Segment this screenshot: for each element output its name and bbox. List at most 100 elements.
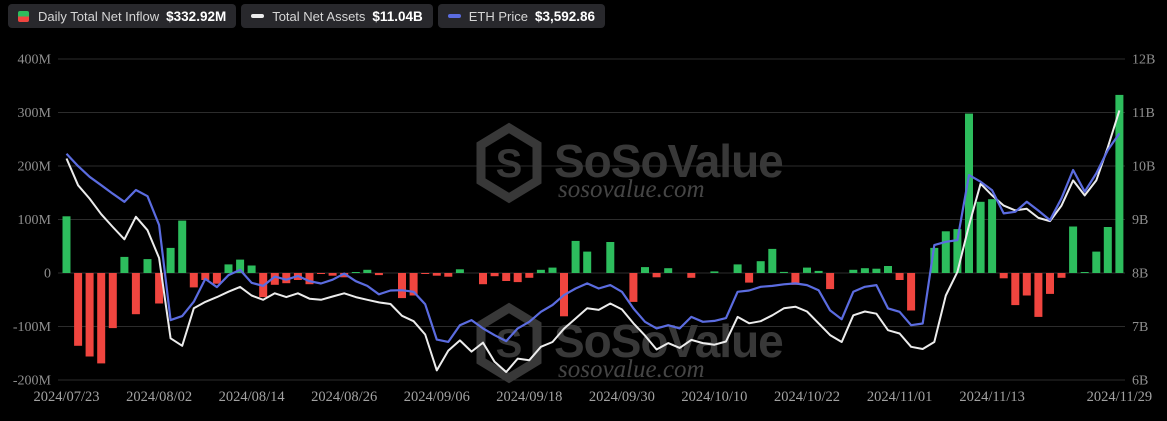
inflow-bar[interactable] xyxy=(305,273,314,285)
x-axis-date-label: 2024/09/06 xyxy=(404,389,470,405)
inflow-bar[interactable] xyxy=(432,273,441,276)
y-axis-label-right: 11B xyxy=(1132,106,1155,121)
inflow-bar[interactable] xyxy=(212,273,221,284)
inflow-bar[interactable] xyxy=(155,273,164,304)
inflow-bar[interactable] xyxy=(143,259,152,273)
inflow-bar[interactable] xyxy=(236,259,245,273)
inflow-bar[interactable] xyxy=(247,265,256,274)
eth-price-line[interactable] xyxy=(65,132,1121,343)
inflow-bar[interactable] xyxy=(965,113,973,273)
inflow-bar[interactable] xyxy=(710,271,719,273)
inflow-bar[interactable] xyxy=(779,271,788,273)
inflow-bar[interactable] xyxy=(421,273,430,274)
inflow-bar[interactable] xyxy=(1115,94,1124,274)
inflow-bar[interactable] xyxy=(791,273,800,285)
y-axis-label-right: 6B xyxy=(1132,374,1148,389)
inflow-bar[interactable] xyxy=(270,273,279,285)
inflow-bar[interactable] xyxy=(1057,273,1066,278)
inflow-bar[interactable] xyxy=(1046,273,1054,294)
inflow-bar[interactable] xyxy=(571,240,580,273)
inflow-bar[interactable] xyxy=(999,273,1008,279)
inflow-bar[interactable] xyxy=(976,201,985,273)
legend-value: $11.04B xyxy=(372,8,423,24)
inflow-bar[interactable] xyxy=(745,273,754,283)
inflow-bar[interactable] xyxy=(1080,272,1089,273)
inflow-bar[interactable] xyxy=(930,247,939,273)
inflow-bar[interactable] xyxy=(814,270,823,273)
inflow-bar[interactable] xyxy=(131,273,140,315)
y-axis-label-left: 200M xyxy=(18,160,52,175)
inflow-bar[interactable] xyxy=(398,273,406,299)
watermark-domain: sosovalue.com xyxy=(558,176,705,203)
inflow-bar[interactable] xyxy=(664,268,673,273)
inflow-bar[interactable] xyxy=(409,273,418,296)
inflow-bar[interactable] xyxy=(455,269,464,273)
inflow-bar[interactable] xyxy=(860,268,869,273)
inflow-bar[interactable] xyxy=(317,273,325,274)
inflow-bar[interactable] xyxy=(120,256,129,273)
inflow-bar[interactable] xyxy=(97,273,106,364)
inflow-bar[interactable] xyxy=(988,199,997,273)
inflow-bar[interactable] xyxy=(201,273,210,280)
inflow-bar[interactable] xyxy=(224,264,233,273)
logo-s-glyph: S xyxy=(496,142,523,186)
inflow-bar[interactable] xyxy=(108,273,117,329)
inflow-bar[interactable] xyxy=(953,229,962,273)
legend-item-daily-net-inflow[interactable]: Daily Total Net Inflow $332.92M xyxy=(8,4,237,28)
inflow-bar[interactable] xyxy=(756,261,765,273)
inflow-bar[interactable] xyxy=(374,273,383,276)
inflow-bar[interactable] xyxy=(629,273,638,302)
watermark-brand: SoSoValue xyxy=(554,315,783,367)
inflow-bar[interactable] xyxy=(907,273,916,311)
legend-label: ETH Price xyxy=(468,8,528,24)
inflow-bar[interactable] xyxy=(641,267,649,273)
inflow-bar[interactable] xyxy=(85,273,94,357)
inflow-bar[interactable] xyxy=(1011,273,1020,306)
inflow-bar[interactable] xyxy=(536,269,545,273)
inflow-bar[interactable] xyxy=(363,269,372,273)
inflow-bar[interactable] xyxy=(62,216,71,273)
inflow-bar[interactable] xyxy=(1022,273,1031,296)
inflow-bar[interactable] xyxy=(74,273,83,346)
inflow-bar[interactable] xyxy=(826,273,835,290)
inflow-bar[interactable] xyxy=(490,273,499,277)
inflow-bar[interactable] xyxy=(849,269,858,273)
watermark-center: S SoSoValue sosovalue.com xyxy=(476,122,784,204)
inflow-bar[interactable] xyxy=(733,264,742,273)
inflow-bar[interactable] xyxy=(884,266,892,273)
inflow-bar[interactable] xyxy=(166,247,175,273)
inflow-bar[interactable] xyxy=(1092,251,1101,273)
inflow-bar[interactable] xyxy=(479,273,487,285)
inflow-bar[interactable] xyxy=(1103,227,1112,273)
x-axis-date-label: 2024/08/26 xyxy=(311,389,377,405)
inflow-bar[interactable] xyxy=(803,267,811,273)
legend-item-eth-price[interactable]: ETH Price $3,592.86 xyxy=(437,4,606,28)
inflow-bar[interactable] xyxy=(652,273,661,278)
inflow-bar[interactable] xyxy=(340,273,349,278)
inflow-bar[interactable] xyxy=(525,273,534,278)
inflow-bar[interactable] xyxy=(328,273,337,276)
inflow-bar[interactable] xyxy=(282,273,291,284)
inflow-bar[interactable] xyxy=(351,272,360,273)
net-assets-line[interactable] xyxy=(65,110,1121,373)
inflow-bar[interactable] xyxy=(941,231,950,273)
inflow-bar[interactable] xyxy=(513,273,522,283)
inflow-bar[interactable] xyxy=(895,273,904,280)
inflow-bar[interactable] xyxy=(1069,226,1078,274)
inflow-bar[interactable] xyxy=(178,220,187,273)
inflow-bar[interactable] xyxy=(768,248,777,273)
inflow-bar[interactable] xyxy=(189,273,198,288)
y-axis-label-right: 10B xyxy=(1132,160,1155,175)
inflow-bar[interactable] xyxy=(687,273,696,278)
inflow-bar[interactable] xyxy=(1034,273,1043,317)
x-axis-date-label: 2024/10/22 xyxy=(774,389,840,405)
inflow-bar[interactable] xyxy=(583,251,592,273)
inflow-bar[interactable] xyxy=(444,273,453,277)
inflow-bar[interactable] xyxy=(606,242,615,273)
inflow-bar[interactable] xyxy=(872,268,881,273)
inflow-bar[interactable] xyxy=(502,273,511,281)
legend-item-total-net-assets[interactable]: Total Net Assets $11.04B xyxy=(241,4,433,28)
inflow-bar[interactable] xyxy=(548,267,557,273)
